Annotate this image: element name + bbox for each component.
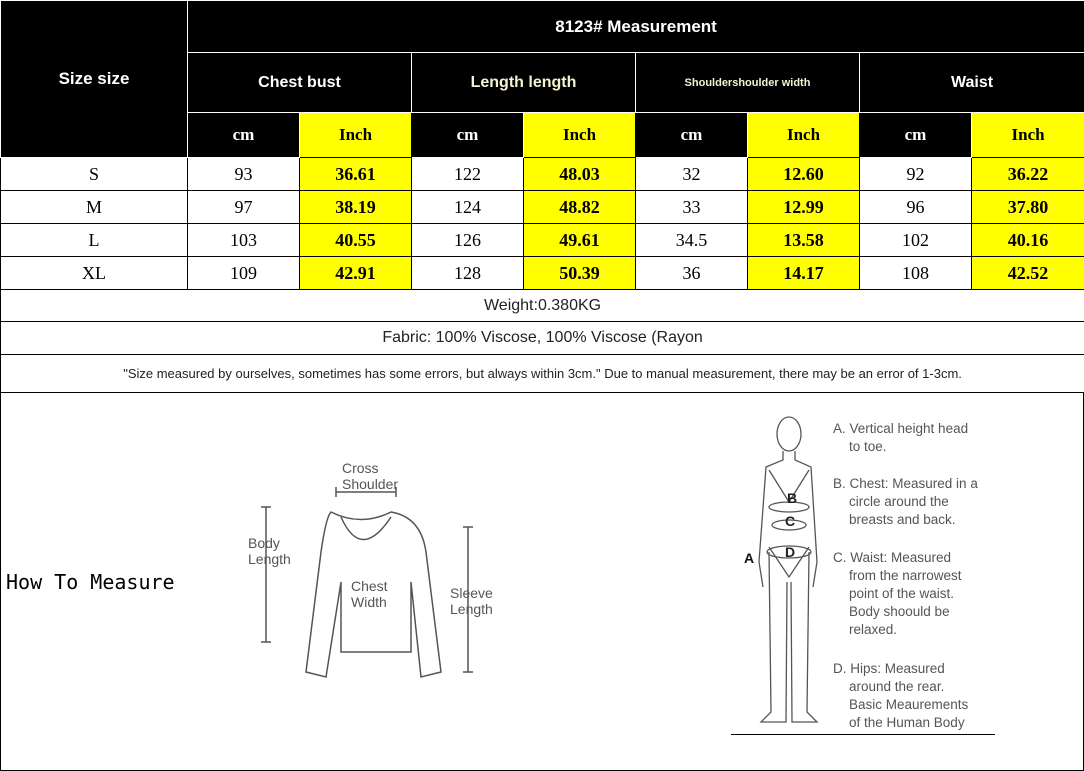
description-line: Body shoould be [849,604,950,619]
cm-cell: 93 [187,157,300,191]
cm-cell: 97 [187,190,300,224]
sleeve-length-text: Length [450,601,493,617]
inch-cell: 42.52 [970,256,1084,290]
inch-cell: 48.03 [523,157,636,191]
width-text: Width [351,594,387,610]
body-length-label: Body Length [248,535,291,567]
body-text: Body [248,535,280,551]
unit-inch: Inch [747,112,860,158]
inch-cell: 13.58 [747,223,860,257]
cm-cell: 102 [859,223,972,257]
description-line: from the narrowest [849,568,962,583]
inch-cell: 42.91 [299,256,412,290]
label-d: D [785,544,796,560]
unit-cm: cm [411,112,524,158]
description-line: relaxed. [849,622,898,637]
unit-inch: Inch [970,112,1084,158]
description-line: point of the waist. [849,586,955,601]
description-line: around the rear. [849,679,945,694]
measurement-description: C. Waist: Measured from the narrowest poin… [833,549,962,639]
weight-info: Weight:0.380KG [0,289,1084,322]
inch-cell: 40.16 [970,223,1084,257]
description-line: D. Hips: Measured [833,661,945,676]
description-line: breasts and back. [849,512,956,527]
unit-cm: cm [187,112,300,158]
size-header: Size size [0,0,188,158]
cm-cell: 126 [411,223,524,257]
unit-inch: Inch [299,112,412,158]
description-line: B. Chest: Measured in a [833,476,978,491]
table-row: L 103 40.55 126 49.61 34.5 13.58 102 40.16 [0,223,1084,257]
inch-cell: 38.19 [299,190,412,224]
cross-text: Cross [342,460,379,476]
sleeve-length-label: Sleeve Length [450,585,493,617]
unit-cm: cm [859,112,972,158]
label-a: A [744,550,755,566]
description-line: Basic Meaurements [849,697,969,712]
unit-cm: cm [635,112,748,158]
sleeve-text: Sleeve [450,585,493,601]
inch-cell: 14.17 [747,256,860,290]
divider-line [731,734,995,735]
inch-cell: 12.60 [747,157,860,191]
cm-cell: 36 [635,256,748,290]
inch-cell: 40.55 [299,223,412,257]
size-cell: S [0,157,188,191]
size-cell: M [0,190,188,224]
cm-cell: 34.5 [635,223,748,257]
chest-width-label: Chest Width [351,578,388,610]
inch-cell: 48.82 [523,190,636,224]
description-line: circle around the [849,494,949,509]
label-c: C [785,513,796,529]
table-row: M 97 38.19 124 48.82 33 12.99 96 37.80 [0,190,1084,224]
group-waist: Waist [858,52,1084,113]
how-to-measure-label: How To Measure [6,570,175,594]
description-line: to toe. [849,439,887,454]
length-text: Length [248,551,291,567]
measurement-description: D. Hips: Measured around the rear. Basic M… [833,660,968,732]
group-length: Length length [411,52,636,113]
human-body-diagram-icon [758,416,819,723]
cross-shoulder-label: Cross Shoulder [342,460,398,492]
description-line: A. Vertical height head [833,421,969,436]
sweater-diagram-icon [261,487,473,678]
table-row: XL 109 42.91 128 50.39 36 14.17 108 42.52 [0,256,1084,290]
inch-cell: 36.22 [970,157,1084,191]
size-chart-table: Size size 8123# Measurement Chest bust L… [0,0,1084,393]
cm-cell: 96 [859,190,972,224]
cm-cell: 92 [859,157,972,191]
size-cell: XL [0,256,188,290]
cm-cell: 128 [411,256,524,290]
cm-cell: 33 [635,190,748,224]
measurement-description: A. Vertical height head to toe. [833,420,968,456]
description-line: C. Waist: Measured [833,550,952,565]
inch-cell: 50.39 [523,256,636,290]
group-chest: Chest bust [187,52,412,113]
fabric-info: Fabric: 100% Viscose, 100% Viscose (Rayo… [0,321,1084,355]
measurement-note: "Size measured by ourselves, sometimes h… [0,354,1084,393]
measurement-description: B. Chest: Measured in a circle around the… [833,475,978,529]
unit-inch: Inch [523,112,636,158]
how-to-measure-section: How To Measure Cross Shoulder Body Length … [0,392,1084,771]
cm-cell: 32 [635,157,748,191]
inch-cell: 49.61 [523,223,636,257]
cm-cell: 109 [187,256,300,290]
group-shoulder: Shouldershoulder width [635,52,860,113]
description-line: of the Human Body [849,715,965,730]
table-row: S 93 36.61 122 48.03 32 12.60 92 36.22 [0,157,1084,191]
inch-cell: 37.80 [970,190,1084,224]
table-title: 8123# Measurement [186,0,1084,53]
size-cell: L [0,223,188,257]
chest-text: Chest [351,578,388,594]
inch-cell: 12.99 [747,190,860,224]
shoulder-text: Shoulder [342,476,399,492]
inch-cell: 36.61 [299,157,412,191]
cm-cell: 122 [411,157,524,191]
label-b: B [787,490,798,506]
cm-cell: 124 [411,190,524,224]
cm-cell: 103 [187,223,300,257]
cm-cell: 108 [859,256,972,290]
